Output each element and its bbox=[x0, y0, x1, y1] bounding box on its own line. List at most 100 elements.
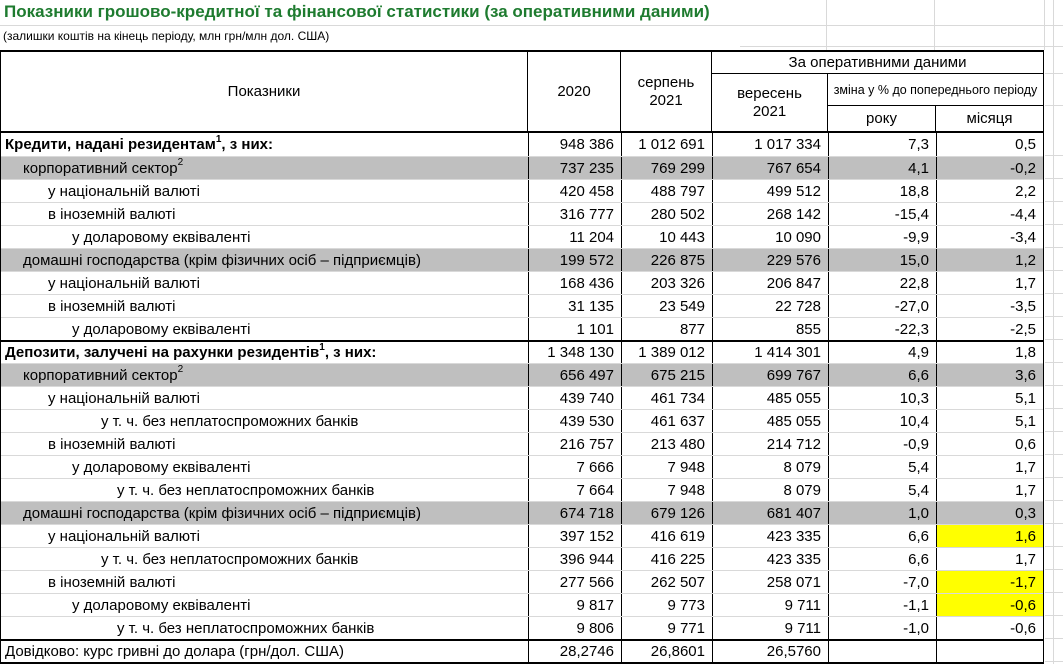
cell-value: 206 847 bbox=[712, 272, 828, 294]
cell-value: 855 bbox=[712, 318, 828, 340]
row-label: у т. ч. без неплатоспроможних банків bbox=[101, 550, 359, 568]
cell-value: 5,1 bbox=[936, 387, 1043, 409]
page-subtitle: (залишки коштів на кінець періоду, млн г… bbox=[3, 29, 330, 43]
cell-value: 737 235 bbox=[528, 157, 621, 179]
cell-value: -0,9 bbox=[828, 433, 936, 455]
cell-value: -3,5 bbox=[936, 295, 1043, 317]
table-row: у національній валюті 397 152 416 619 423 3… bbox=[1, 524, 1043, 547]
cell-value: 9 806 bbox=[528, 617, 621, 639]
row-label: корпоративний сектор 2 bbox=[23, 364, 184, 384]
cell-value: 9 711 bbox=[712, 617, 828, 639]
cell-value: 461 637 bbox=[621, 410, 712, 432]
cell-value: -0,6 bbox=[936, 594, 1043, 616]
row-label: у доларовому еквіваленті bbox=[72, 320, 251, 338]
header-change-percent-group: зміна у % до попереднього періоду bbox=[828, 74, 1043, 106]
table-row: у доларовому еквіваленті 1 101 877 855 -22,3… bbox=[1, 317, 1043, 340]
table-row: Довідково: курс гривні до долара (грн/до… bbox=[1, 639, 1043, 662]
cell-value: 679 126 bbox=[621, 502, 712, 524]
cell-value: 18,8 bbox=[828, 180, 936, 202]
table-row: у національній валюті 420 458 488 797 499 5… bbox=[1, 179, 1043, 202]
table-row: у національній валюті 439 740 461 734 485 0… bbox=[1, 386, 1043, 409]
cell-value: 656 497 bbox=[528, 364, 621, 386]
row-label: домашні господарства (крім фізичних осіб… bbox=[23, 251, 421, 269]
cell-value: 699 767 bbox=[712, 364, 828, 386]
cell-value: 22,8 bbox=[828, 272, 936, 294]
table-row: у доларовому еквіваленті 7 666 7 948 8 079 5… bbox=[1, 455, 1043, 478]
gridline-under-title bbox=[0, 25, 1063, 26]
header-change-year: року bbox=[828, 106, 936, 131]
cell-value: 396 944 bbox=[528, 548, 621, 570]
row-label: Кредити, надані резидентам 1, з них: bbox=[5, 133, 273, 153]
row-label: в іноземній валюті bbox=[48, 297, 176, 315]
cell-value: 5,4 bbox=[828, 479, 936, 501]
table-row: в іноземній валюті 216 757 213 480 214 712-… bbox=[1, 432, 1043, 455]
cell-value: 7 666 bbox=[528, 456, 621, 478]
cell-value: 1 012 691 bbox=[621, 133, 712, 156]
row-label: у т. ч. без неплатоспроможних банків bbox=[117, 619, 375, 637]
cell-value: -1,0 bbox=[828, 617, 936, 639]
header-august-line1: серпень bbox=[637, 73, 695, 91]
cell-value: 1,8 bbox=[936, 342, 1043, 363]
header-september-line1: вересень bbox=[737, 84, 802, 102]
table-row: Кредити, надані резидентам 1, з них: 948 3… bbox=[1, 133, 1043, 156]
cell-value: 268 142 bbox=[712, 203, 828, 225]
row-label: у доларовому еквіваленті bbox=[72, 458, 251, 476]
cell-value: 1 414 301 bbox=[712, 342, 828, 363]
table-body: Кредити, надані резидентам 1, з них: 948 3… bbox=[1, 133, 1043, 662]
cell-value: -7,0 bbox=[828, 571, 936, 593]
cell-value: 9 771 bbox=[621, 617, 712, 639]
cell-value: 316 777 bbox=[528, 203, 621, 225]
cell-value: 1 101 bbox=[528, 318, 621, 340]
cell-value: 767 654 bbox=[712, 157, 828, 179]
cell-value: 420 458 bbox=[528, 180, 621, 202]
header-september-line2: 2021 bbox=[752, 102, 787, 120]
table-row: домашні господарства (крім фізичних осіб… bbox=[1, 501, 1043, 524]
cell-value: 6,6 bbox=[828, 548, 936, 570]
cell-value: 11 204 bbox=[528, 226, 621, 248]
cell-value: 226 875 bbox=[621, 249, 712, 271]
cell-value: 5,1 bbox=[936, 410, 1043, 432]
cell-value: -0,6 bbox=[936, 617, 1043, 639]
row-label: в іноземній валюті bbox=[48, 573, 176, 591]
cell-value: 1,7 bbox=[936, 548, 1043, 570]
cell-value: 213 480 bbox=[621, 433, 712, 455]
row-label: у національній валюті bbox=[48, 274, 200, 292]
cell-value: 423 335 bbox=[712, 548, 828, 570]
cell-value: 681 407 bbox=[712, 502, 828, 524]
cell-value: 675 215 bbox=[621, 364, 712, 386]
cell-value: 416 225 bbox=[621, 548, 712, 570]
cell-value: 6,6 bbox=[828, 525, 936, 547]
gridlines-right-strip bbox=[1045, 133, 1063, 662]
cell-value: 416 619 bbox=[621, 525, 712, 547]
row-label: у національній валюті bbox=[48, 527, 200, 545]
cell-value: 423 335 bbox=[712, 525, 828, 547]
cell-value: 9 817 bbox=[528, 594, 621, 616]
cell-value: 948 386 bbox=[528, 133, 621, 156]
row-label: в іноземній валюті bbox=[48, 205, 176, 223]
table-row: у національній валюті 168 436 203 326 206 8… bbox=[1, 271, 1043, 294]
cell-value: -3,4 bbox=[936, 226, 1043, 248]
header-operational-data-group: За оперативними даними bbox=[712, 52, 1043, 74]
cell-value: 2,2 bbox=[936, 180, 1043, 202]
table-row: у доларовому еквіваленті 11 204 10 443 10 0… bbox=[1, 225, 1043, 248]
row-label: у доларовому еквіваленті bbox=[72, 596, 251, 614]
table-row: у доларовому еквіваленті 9 817 9 773 9 711-… bbox=[1, 593, 1043, 616]
table-row: домашні господарства (крім фізичних осіб… bbox=[1, 248, 1043, 271]
cell-value: 485 055 bbox=[712, 387, 828, 409]
row-label: в іноземній валюті bbox=[48, 435, 176, 453]
cell-value: 1 348 130 bbox=[528, 342, 621, 363]
cell-value: 0,6 bbox=[936, 433, 1043, 455]
page-title: Показники грошово-кредитної та фінансово… bbox=[4, 2, 710, 21]
cell-value: 9 711 bbox=[712, 594, 828, 616]
cell-value: 1,7 bbox=[936, 479, 1043, 501]
cell-value: 6,6 bbox=[828, 364, 936, 386]
cell-value: 7,3 bbox=[828, 133, 936, 156]
cell-value: 10 090 bbox=[712, 226, 828, 248]
cell-value: 1,7 bbox=[936, 272, 1043, 294]
table-row: у т. ч. без неплатоспроможних банків 439 … bbox=[1, 409, 1043, 432]
table-row: корпоративний сектор 2 737 235 769 299 767 6… bbox=[1, 156, 1043, 179]
table-row: Депозити, залучені на рахунки резидентів… bbox=[1, 340, 1043, 363]
cell-value: 0,3 bbox=[936, 502, 1043, 524]
gridline-top-v3 bbox=[1044, 0, 1045, 50]
